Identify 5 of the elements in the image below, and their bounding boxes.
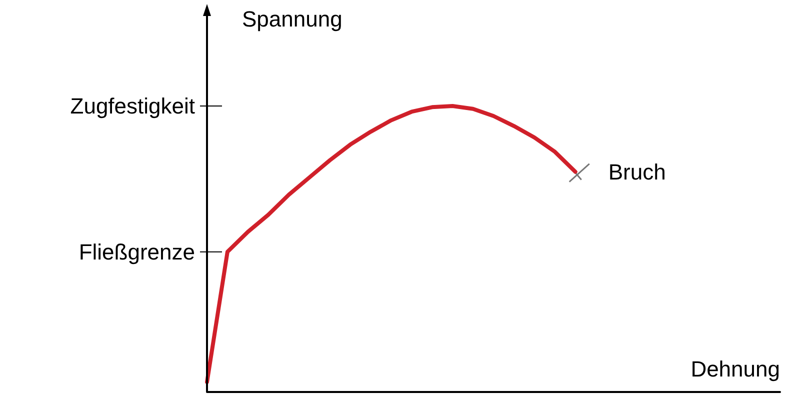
annotation: Bruch: [608, 159, 666, 184]
ref-line-label: Fließgrenze: [78, 239, 195, 264]
y-axis-title: Spannung: [242, 6, 342, 32]
ref-line-label: Zugfestigkeit: [70, 94, 195, 118]
x-axis-title: Dehnung: [690, 356, 780, 382]
